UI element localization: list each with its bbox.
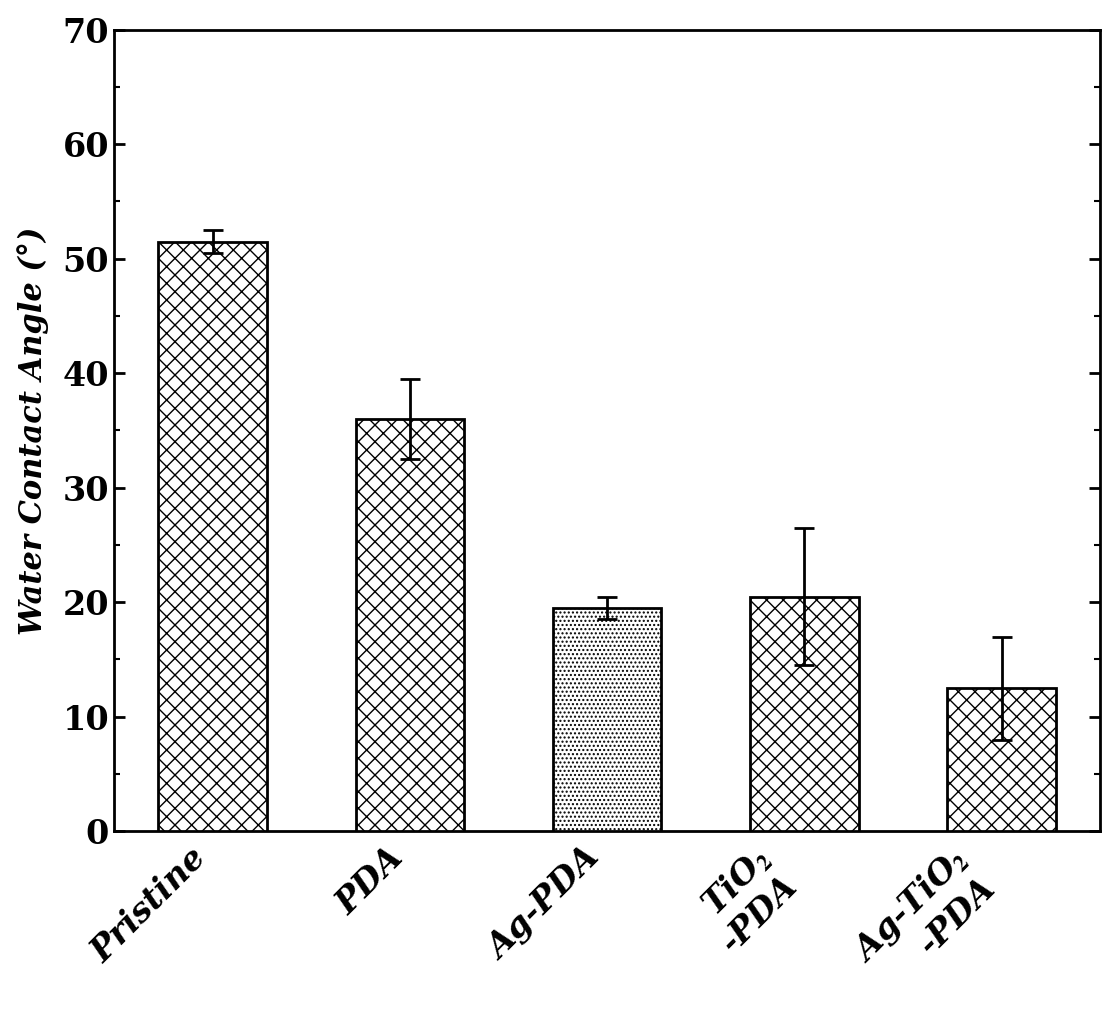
- Bar: [553, 608, 661, 831]
- Bar: [751, 596, 859, 831]
- Bar: [947, 689, 1056, 831]
- Bar: [355, 419, 465, 831]
- Bar: [159, 241, 267, 831]
- Y-axis label: Water Contact Angle (°): Water Contact Angle (°): [17, 226, 48, 635]
